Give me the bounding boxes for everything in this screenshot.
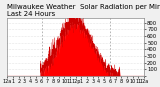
Text: Milwaukee Weather  Solar Radiation per Minute W/m²
Last 24 Hours: Milwaukee Weather Solar Radiation per Mi… [7,3,160,17]
